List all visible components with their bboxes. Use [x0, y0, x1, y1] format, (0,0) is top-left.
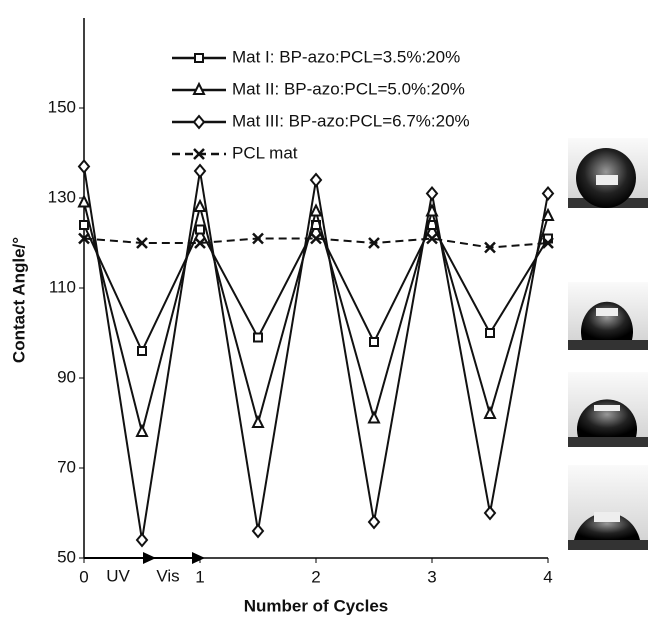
- marker: [193, 148, 205, 160]
- marker: [251, 414, 265, 428]
- legend-label: Mat II: BP-azo:PCL=5.0%:20%: [232, 79, 465, 98]
- marker: [77, 194, 91, 208]
- marker: [194, 53, 204, 63]
- x-tick-label: 1: [195, 567, 204, 586]
- x-tick-label: 0: [79, 567, 88, 586]
- marker: [79, 220, 89, 230]
- marker: [193, 198, 207, 212]
- annotation: Vis: [156, 566, 179, 585]
- y-axis-label: Contact Angle/°: [9, 237, 28, 363]
- marker: [253, 332, 263, 343]
- marker: [137, 346, 147, 356]
- annotation: UV: [106, 566, 130, 585]
- legend-label: Mat I: BP-azo:PCL=3.5%:20%: [232, 47, 460, 66]
- marker: [251, 523, 265, 539]
- marker: [483, 405, 497, 419]
- marker: [541, 185, 555, 202]
- x-tick-label: 4: [543, 567, 552, 586]
- marker: [367, 410, 381, 424]
- marker: [484, 241, 496, 254]
- marker: [309, 203, 323, 217]
- marker: [541, 207, 555, 221]
- marker: [136, 237, 148, 249]
- marker: [192, 114, 206, 130]
- marker: [309, 172, 323, 188]
- y-tick-label: 50: [57, 547, 76, 566]
- marker: [135, 423, 149, 437]
- marker: [425, 185, 439, 202]
- marker: [77, 158, 91, 175]
- marker: [310, 232, 322, 245]
- y-tick-label: 90: [57, 367, 76, 386]
- marker: [483, 505, 497, 521]
- droplet-photos: [568, 138, 648, 550]
- marker: [135, 532, 149, 548]
- marker: [194, 237, 206, 249]
- y-tick-label: 150: [48, 97, 76, 116]
- marker: [367, 514, 381, 530]
- marker: [78, 232, 90, 245]
- legend-label: Mat III: BP-azo:PCL=6.7%:20%: [232, 111, 470, 130]
- y-tick-label: 70: [57, 457, 76, 476]
- marker: [485, 328, 495, 338]
- marker: [368, 237, 380, 249]
- y-tick-label: 130: [48, 187, 76, 206]
- marker: [369, 337, 379, 347]
- marker: [193, 163, 207, 179]
- marker: [252, 232, 264, 245]
- x-tick-label: 2: [311, 567, 320, 586]
- x-axis-label: Number of Cycles: [244, 596, 389, 615]
- legend-label: PCL mat: [232, 143, 298, 162]
- y-tick-label: 110: [49, 277, 76, 296]
- x-tick-label: 3: [427, 567, 436, 586]
- marker: [426, 232, 438, 245]
- marker: [542, 237, 554, 249]
- marker: [195, 224, 205, 235]
- marker: [192, 81, 206, 95]
